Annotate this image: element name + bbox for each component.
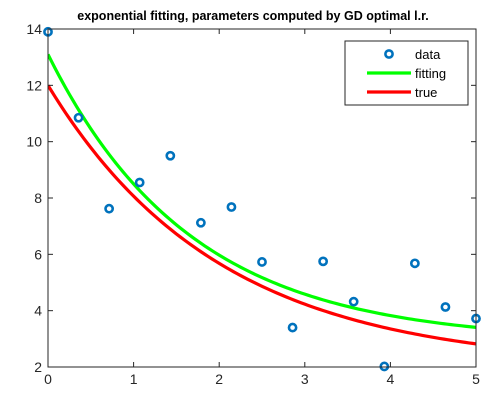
- legend-label-fitting: fitting: [415, 66, 446, 81]
- data-point: [379, 361, 390, 372]
- y-tick-label: 10: [26, 134, 42, 150]
- y-tick-label: 6: [34, 246, 42, 262]
- data-point: [226, 202, 237, 212]
- legend-box: [344, 40, 469, 106]
- data-point: [318, 256, 329, 267]
- x-tick-label: 1: [130, 371, 138, 387]
- data-point: [165, 150, 176, 161]
- x-tick-label: 2: [215, 371, 223, 387]
- y-tick-label: 14: [26, 21, 42, 37]
- data-point: [134, 177, 145, 188]
- y-tick-label: 2: [34, 359, 42, 375]
- x-tick-label: 3: [301, 371, 309, 387]
- x-tick-label: 5: [472, 371, 480, 387]
- plot-area: [43, 26, 481, 372]
- legend-marker-data: [384, 49, 394, 59]
- data-point: [257, 257, 267, 267]
- y-tick-label: 4: [34, 303, 42, 319]
- y-tick-label: 12: [26, 77, 42, 93]
- legend-label-true: true: [415, 85, 437, 100]
- legend: data fitting true: [344, 40, 469, 106]
- data-point: [440, 302, 451, 312]
- chart-title: exponential fitting, parameters computed…: [77, 9, 428, 23]
- fitting-line: [48, 53, 476, 329]
- data-point: [104, 203, 115, 214]
- data-point: [287, 322, 298, 333]
- true-line: [48, 84, 476, 346]
- data-point: [348, 296, 359, 307]
- x-tick-label: 0: [44, 371, 52, 387]
- data-point: [195, 217, 206, 228]
- data-point: [409, 258, 420, 269]
- data-point: [73, 112, 84, 123]
- x-tick-label: 4: [387, 371, 395, 387]
- legend-label-data: data: [415, 47, 441, 62]
- y-tick-label: 8: [34, 190, 42, 206]
